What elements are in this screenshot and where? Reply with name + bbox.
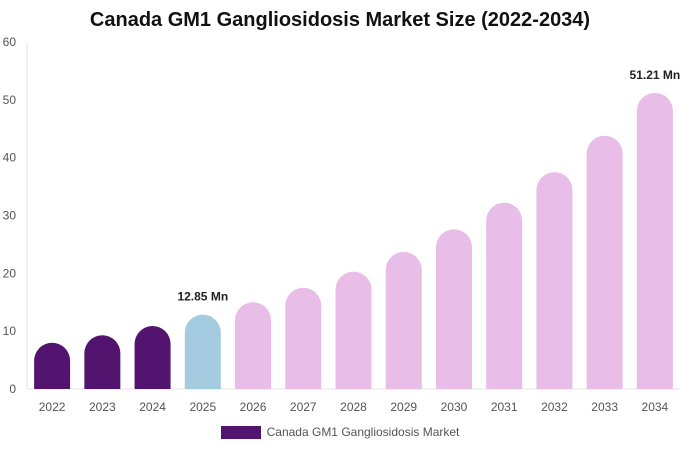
bar-2034: [636, 92, 673, 389]
legend: Canada GM1 Gangliosidosis Market: [0, 425, 680, 439]
x-tick-label-2023: 2023: [89, 400, 116, 414]
bar-2028: [335, 271, 372, 389]
bar-2023: [84, 335, 121, 389]
bar-2027: [285, 287, 322, 389]
x-tick-label-2024: 2024: [139, 400, 166, 414]
x-tick-label-2032: 2032: [541, 400, 568, 414]
x-tick-label-2025: 2025: [189, 400, 216, 414]
legend-label: Canada GM1 Gangliosidosis Market: [266, 425, 460, 439]
legend-swatch: [220, 425, 261, 439]
data-labels-group: 12.85 Mn 51.21 Mn: [177, 68, 680, 304]
x-tick-label-2028: 2028: [340, 400, 367, 414]
x-tick-label-2022: 2022: [39, 400, 66, 414]
y-axis-ticks: 0 10 20 30 40 50 60: [3, 35, 17, 396]
chart-title: Canada GM1 Gangliosidosis Market Size (2…: [89, 9, 591, 31]
bar-2025: [184, 314, 221, 389]
bar-2029: [385, 251, 422, 389]
y-tick-label: 50: [3, 93, 17, 107]
bar-2024: [134, 325, 171, 389]
x-tick-label-2030: 2030: [441, 400, 468, 414]
bar-2030: [435, 229, 472, 389]
y-tick-label: 20: [3, 266, 17, 280]
y-tick-label: 60: [3, 35, 17, 49]
bar-2032: [536, 172, 573, 389]
x-tick-label-2033: 2033: [591, 400, 618, 414]
data-label-2034: 51.21 Mn: [630, 68, 680, 82]
y-tick-label: 30: [3, 209, 17, 223]
x-tick-label-2034: 2034: [642, 400, 669, 414]
x-tick-label-2027: 2027: [290, 400, 317, 414]
x-tick-label-2029: 2029: [390, 400, 417, 414]
x-axis-ticks: 2022 2023 2024 2025 2026 2027 2028 2029 2030 2031…: [39, 400, 669, 414]
bars-group: [34, 92, 673, 389]
bar-2026: [235, 302, 272, 389]
bar-2031: [486, 202, 523, 389]
x-tick-label-2031: 2031: [491, 400, 518, 414]
y-tick-label: 40: [3, 151, 17, 165]
bar-2022: [34, 342, 71, 389]
bar-2033: [586, 135, 623, 389]
data-label-2025: 12.85 Mn: [177, 290, 228, 304]
x-tick-label-2026: 2026: [240, 400, 267, 414]
y-tick-label: 10: [3, 324, 17, 338]
y-tick-label: 0: [9, 382, 16, 396]
